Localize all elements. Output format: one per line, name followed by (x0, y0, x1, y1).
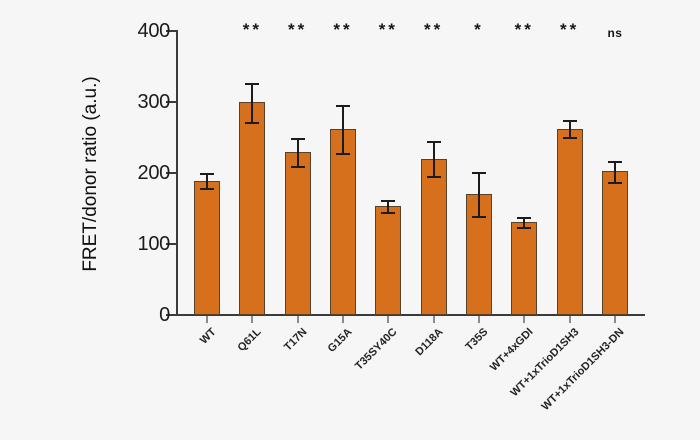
significance-marker: ns (607, 26, 623, 40)
error-bar-line (523, 217, 526, 228)
y-axis-title: FRET/donor ratio (a.u.) (80, 76, 101, 272)
error-bar-cap-bottom (471, 216, 486, 219)
bar (239, 102, 266, 315)
error-bar-cap-top (200, 172, 214, 175)
error-bar-cap-bottom (245, 121, 260, 124)
error-bar-cap-bottom (607, 181, 622, 184)
x-tick-mark (206, 316, 208, 323)
x-tick-mark (387, 316, 390, 323)
error-bar-cap-top (245, 83, 260, 86)
y-tick-label: 400 (137, 20, 171, 42)
x-tick-mark (432, 316, 435, 323)
y-tick-mark (166, 314, 176, 316)
x-tick-mark (523, 316, 526, 323)
error-bar-line (568, 120, 571, 138)
significance-marker: ** (378, 20, 398, 39)
significance-marker: ** (560, 20, 580, 39)
error-bar-cap-bottom (200, 188, 214, 191)
error-bar-cap-top (381, 200, 396, 203)
error-bar-line (251, 83, 254, 122)
bar (194, 180, 220, 315)
error-bar-cap-top (290, 137, 305, 140)
y-tick-mark (166, 243, 176, 245)
bar (556, 128, 583, 315)
error-bar-line (387, 200, 390, 212)
x-tick-mark (296, 316, 299, 323)
error-bar-cap-bottom (335, 152, 350, 155)
bar (284, 152, 311, 315)
error-bar-cap-bottom (290, 166, 305, 169)
bar (420, 158, 447, 315)
x-tick-mark (568, 316, 571, 323)
error-bar-cap-top (471, 172, 486, 174)
significance-marker: ** (242, 20, 262, 39)
bar (329, 128, 356, 315)
error-bar-cap-bottom (562, 137, 577, 140)
y-tick-mark (166, 30, 176, 32)
x-tick-mark (613, 316, 616, 323)
significance-marker: ** (424, 20, 444, 39)
error-bar-line (432, 140, 435, 177)
error-bar-cap-top (426, 140, 441, 143)
bar (375, 206, 402, 315)
y-tick-label: 100 (137, 233, 171, 255)
y-axis-line (176, 30, 178, 316)
error-bar-cap-bottom (426, 176, 441, 179)
error-bar-line (206, 172, 208, 189)
error-bar-line (477, 172, 480, 217)
y-tick-label: 300 (137, 91, 171, 113)
error-bar-line (296, 137, 299, 167)
significance-marker: ** (288, 20, 308, 39)
error-bar-cap-top (517, 217, 532, 220)
bar (601, 171, 628, 315)
x-axis-line (176, 314, 645, 316)
x-tick-mark (251, 316, 254, 323)
error-bar-cap-top (335, 104, 350, 107)
bar (511, 222, 538, 315)
y-tick-mark (166, 101, 176, 103)
y-tick-label: 0 (159, 304, 170, 326)
x-tick-mark (477, 316, 480, 323)
y-tick-mark (166, 172, 176, 174)
error-bar-line (341, 104, 344, 153)
y-tick-label: 200 (137, 162, 171, 184)
significance-marker: ** (333, 20, 353, 39)
error-bar-cap-top (562, 120, 577, 123)
significance-marker: * (474, 20, 484, 39)
error-bar-cap-top (607, 160, 622, 163)
error-bar-cap-bottom (381, 211, 396, 214)
x-tick-mark (341, 316, 344, 323)
error-bar-cap-bottom (517, 227, 532, 230)
significance-marker: ** (514, 20, 534, 39)
error-bar-line (613, 160, 616, 182)
